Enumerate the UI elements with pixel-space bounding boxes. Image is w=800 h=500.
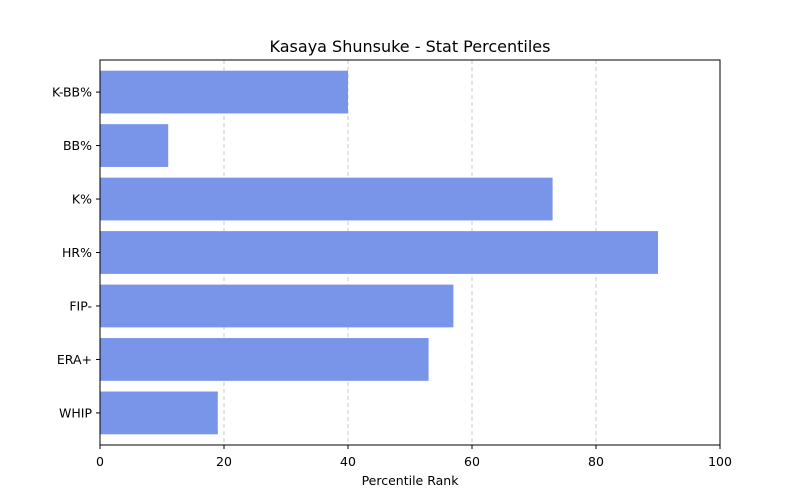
bar-fip- (100, 284, 454, 328)
y-tick-label: WHIP (59, 405, 92, 420)
bar-whip (100, 391, 218, 435)
bar-hr- (100, 231, 658, 274)
y-tick-label: HR% (62, 245, 92, 260)
bar-k- (100, 177, 553, 221)
x-tick-label-100: 100 (708, 454, 732, 469)
chart-title: Kasaya Shunsuke - Stat Percentiles (270, 37, 551, 56)
x-tick-label-60: 60 (464, 454, 480, 469)
x-axis-ticks: 0 20 40 60 80 100 (96, 445, 732, 469)
y-tick-label: FIP- (69, 298, 92, 313)
y-tick-label: K-BB% (52, 85, 92, 100)
bar-k-bb- (100, 70, 348, 114)
y-axis-ticks: WHIP ERA+ FIP- HR% K% BB% K-BB% (52, 85, 100, 420)
x-tick-label-80: 80 (588, 454, 604, 469)
x-axis-label: Percentile Rank (362, 473, 460, 488)
bar-era- (100, 338, 429, 381)
x-tick-label-40: 40 (340, 454, 356, 469)
x-tick-label-20: 20 (216, 454, 232, 469)
y-tick-label: ERA+ (57, 352, 92, 367)
bars (100, 70, 658, 435)
y-tick-label: BB% (63, 138, 92, 153)
bar-bb- (100, 124, 169, 167)
x-tick-label-0: 0 (96, 454, 104, 469)
y-tick-label: K% (72, 192, 92, 207)
